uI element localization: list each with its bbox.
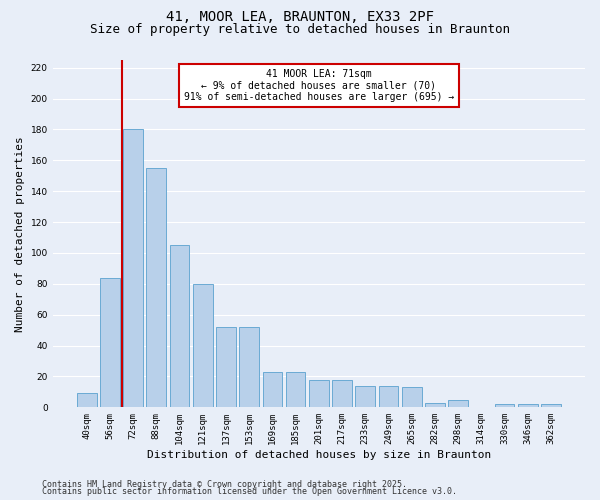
Bar <box>170 245 190 408</box>
Text: Contains public sector information licensed under the Open Government Licence v3: Contains public sector information licen… <box>42 487 457 496</box>
X-axis label: Distribution of detached houses by size in Braunton: Distribution of detached houses by size … <box>147 450 491 460</box>
Text: Contains HM Land Registry data © Crown copyright and database right 2025.: Contains HM Land Registry data © Crown c… <box>42 480 407 489</box>
Bar <box>193 284 212 408</box>
Bar <box>123 130 143 407</box>
Bar <box>77 394 97 407</box>
Bar <box>309 380 329 407</box>
Bar <box>100 278 120 407</box>
Bar <box>239 327 259 407</box>
Bar <box>494 404 514 407</box>
Bar <box>216 327 236 407</box>
Bar <box>448 400 468 407</box>
Bar <box>355 386 375 407</box>
Text: 41 MOOR LEA: 71sqm
← 9% of detached houses are smaller (70)
91% of semi-detached: 41 MOOR LEA: 71sqm ← 9% of detached hous… <box>184 68 454 102</box>
Bar <box>518 404 538 407</box>
Y-axis label: Number of detached properties: Number of detached properties <box>15 136 25 332</box>
Bar <box>379 386 398 407</box>
Bar <box>263 372 282 408</box>
Bar <box>541 404 561 407</box>
Bar <box>425 402 445 407</box>
Text: 41, MOOR LEA, BRAUNTON, EX33 2PF: 41, MOOR LEA, BRAUNTON, EX33 2PF <box>166 10 434 24</box>
Bar <box>332 380 352 407</box>
Bar <box>146 168 166 408</box>
Bar <box>402 388 422 407</box>
Bar <box>286 372 305 408</box>
Text: Size of property relative to detached houses in Braunton: Size of property relative to detached ho… <box>90 22 510 36</box>
